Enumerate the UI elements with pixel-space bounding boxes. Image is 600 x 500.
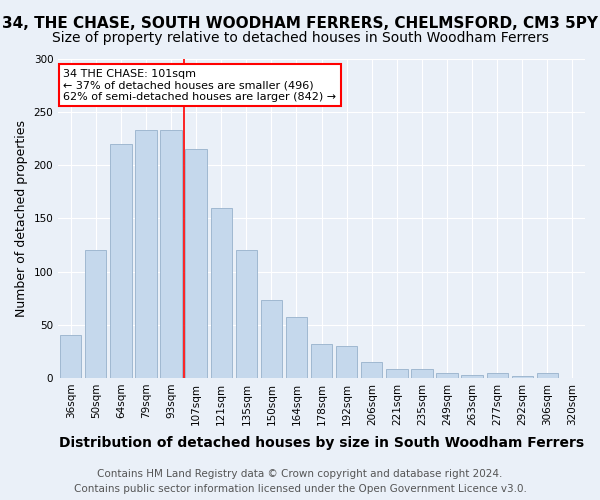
Bar (211, 208, 232, 378)
Bar (160, 130, 182, 378)
Text: Contains HM Land Registry data © Crown copyright and database right 2024.
Contai: Contains HM Land Registry data © Crown c… (74, 469, 526, 494)
Bar (461, 374, 483, 378)
Bar (386, 370, 407, 378)
Text: 34, THE CHASE, SOUTH WOODHAM FERRERS, CHELMSFORD, CM3 5PY: 34, THE CHASE, SOUTH WOODHAM FERRERS, CH… (2, 16, 598, 32)
Text: Size of property relative to detached houses in South Woodham Ferrers: Size of property relative to detached ho… (52, 31, 548, 45)
Text: 34 THE CHASE: 101sqm
← 37% of detached houses are smaller (496)
62% of semi-deta: 34 THE CHASE: 101sqm ← 37% of detached h… (64, 68, 337, 102)
Bar (361, 362, 382, 378)
Bar (537, 372, 558, 378)
Bar (411, 370, 433, 378)
Bar (261, 300, 282, 378)
Bar (110, 144, 131, 378)
Bar (336, 346, 358, 378)
Bar (185, 150, 207, 378)
X-axis label: Distribution of detached houses by size in South Woodham Ferrers: Distribution of detached houses by size … (59, 436, 584, 450)
Bar (136, 130, 157, 378)
Bar (60, 336, 82, 378)
Bar (512, 376, 533, 378)
Bar (286, 318, 307, 378)
Bar (487, 372, 508, 378)
Y-axis label: Number of detached properties: Number of detached properties (15, 120, 28, 317)
Bar (436, 372, 458, 378)
Bar (85, 250, 106, 378)
Bar (236, 250, 257, 378)
Bar (311, 344, 332, 378)
